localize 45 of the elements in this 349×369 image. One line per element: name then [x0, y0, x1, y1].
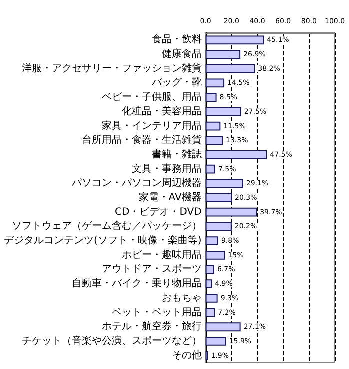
y-tick-label: 文具・事務用品: [132, 162, 202, 175]
y-tick-label: ソフトウェア（ゲーム含む／パッケージ）: [12, 220, 202, 232]
bar: [206, 150, 268, 160]
y-tick-label: パソコン・パソコン周辺機器: [70, 177, 202, 190]
y-tick-label: ホテル・航空券・旅行: [102, 320, 202, 333]
y-tick-label: アウトドア・スポーツ: [102, 264, 202, 276]
y-tick-label: CD・ビデオ・DVD: [115, 206, 202, 218]
bar: [206, 107, 242, 116]
bar: [206, 122, 221, 131]
bar: [206, 64, 256, 74]
y-tick-label: 家具・インテリア用品: [102, 120, 202, 132]
bar: [206, 208, 258, 217]
bar: [206, 93, 217, 102]
bar: [206, 322, 241, 332]
bar: [206, 236, 218, 246]
bar: [206, 136, 223, 146]
bar: [206, 222, 232, 232]
bar: [206, 250, 226, 260]
y-tick-label: バッグ・靴: [150, 76, 202, 89]
bar: [206, 265, 214, 274]
bar: [206, 337, 226, 346]
bar: [206, 164, 216, 174]
bar: [206, 194, 232, 202]
y-tick-label: 自動車・バイク・乗り物用品: [72, 278, 202, 290]
y-tick-label: おもちゃ: [162, 292, 202, 304]
bar: [206, 78, 225, 88]
bar: [206, 280, 212, 289]
bar: [206, 179, 244, 188]
bar: [206, 36, 264, 45]
y-tick-label: その他: [172, 349, 202, 362]
y-tick-label: 食品・飲料: [152, 34, 202, 46]
y-tick-label: 台所用品・食器・生活雑貨: [82, 134, 202, 146]
y-tick-label: デジタルコンテンツ(ソフト・映像・楽曲等): [4, 234, 202, 247]
y-tick-label: ホビー・趣味用品: [122, 248, 202, 261]
y-tick-label: ペット・ペット用品: [112, 307, 202, 318]
y-tick-label: 化粧品・美容用品: [122, 105, 202, 118]
bar: [206, 308, 216, 318]
y-tick-label: 洋服・アクセサリー・ファッション雑貨: [22, 62, 202, 74]
y-tick-label: ベビー・子供服、用品: [102, 92, 202, 104]
y-tick-label: 健康食品: [162, 48, 202, 60]
bar: [206, 50, 241, 59]
bar: [206, 294, 218, 303]
y-tick-label: 書籍・雑誌: [152, 148, 202, 160]
y-tick-label: 家電・AV機器: [138, 192, 202, 204]
y-tick-label: チケット（音楽や公演、スポーツなど）: [22, 334, 202, 347]
